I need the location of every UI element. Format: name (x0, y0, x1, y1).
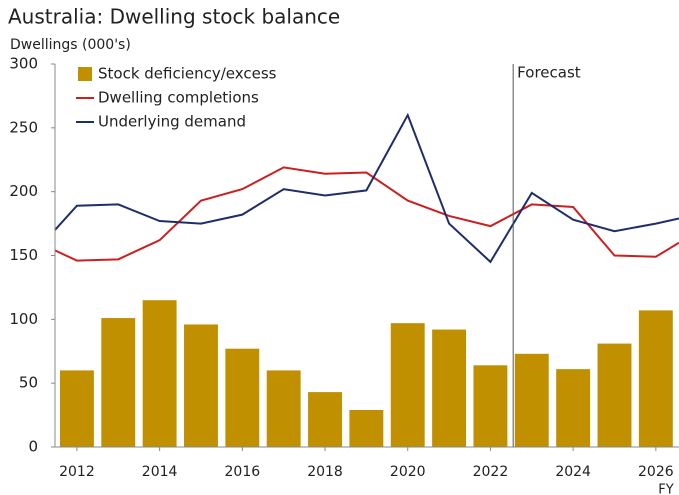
y-tick-label: 250 (9, 118, 38, 136)
legend-label: Underlying demand (98, 113, 246, 131)
bar (349, 409, 384, 447)
annotation: Forecast (517, 64, 581, 82)
y-tick-label: 200 (9, 182, 38, 200)
bar (101, 318, 136, 447)
x-tick-label: 2024 (555, 464, 591, 480)
y-tick-label: 50 (19, 374, 38, 392)
y-tick-label: 300 (9, 55, 38, 73)
bar (556, 369, 591, 447)
y-axis-label: Dwellings (000's) (10, 37, 131, 53)
x-tick-label: 2020 (390, 464, 426, 480)
bar (184, 324, 218, 447)
x-tick-label: 2022 (473, 464, 509, 480)
bar (514, 353, 549, 447)
x-axis-label: FY (658, 483, 673, 495)
bar (225, 348, 260, 447)
bar (266, 370, 301, 447)
bar (473, 365, 508, 447)
x-tick-label: 2014 (142, 464, 178, 480)
line (54, 112, 679, 264)
legend-label: Dwelling completions (98, 89, 259, 107)
bar (59, 370, 94, 447)
bar (308, 392, 342, 447)
x-tick-label: 2018 (307, 464, 343, 480)
legend-swatch (78, 67, 92, 81)
bar (390, 323, 425, 447)
y-tick-label: 100 (9, 310, 38, 328)
bar (432, 329, 467, 447)
legend-label: Stock deficiency/excess (98, 65, 277, 83)
y-tick-label: 150 (9, 246, 38, 264)
x-tick-label: 2026 (638, 464, 674, 480)
chart-title: Australia: Dwelling stock balance (8, 5, 340, 29)
x-tick-label: 2012 (59, 464, 95, 480)
y-tick-label: 0 (28, 438, 38, 456)
bar (142, 300, 177, 447)
line (54, 166, 679, 262)
bar (597, 343, 632, 447)
x-tick-label: 2016 (225, 464, 261, 480)
bar (638, 310, 673, 447)
